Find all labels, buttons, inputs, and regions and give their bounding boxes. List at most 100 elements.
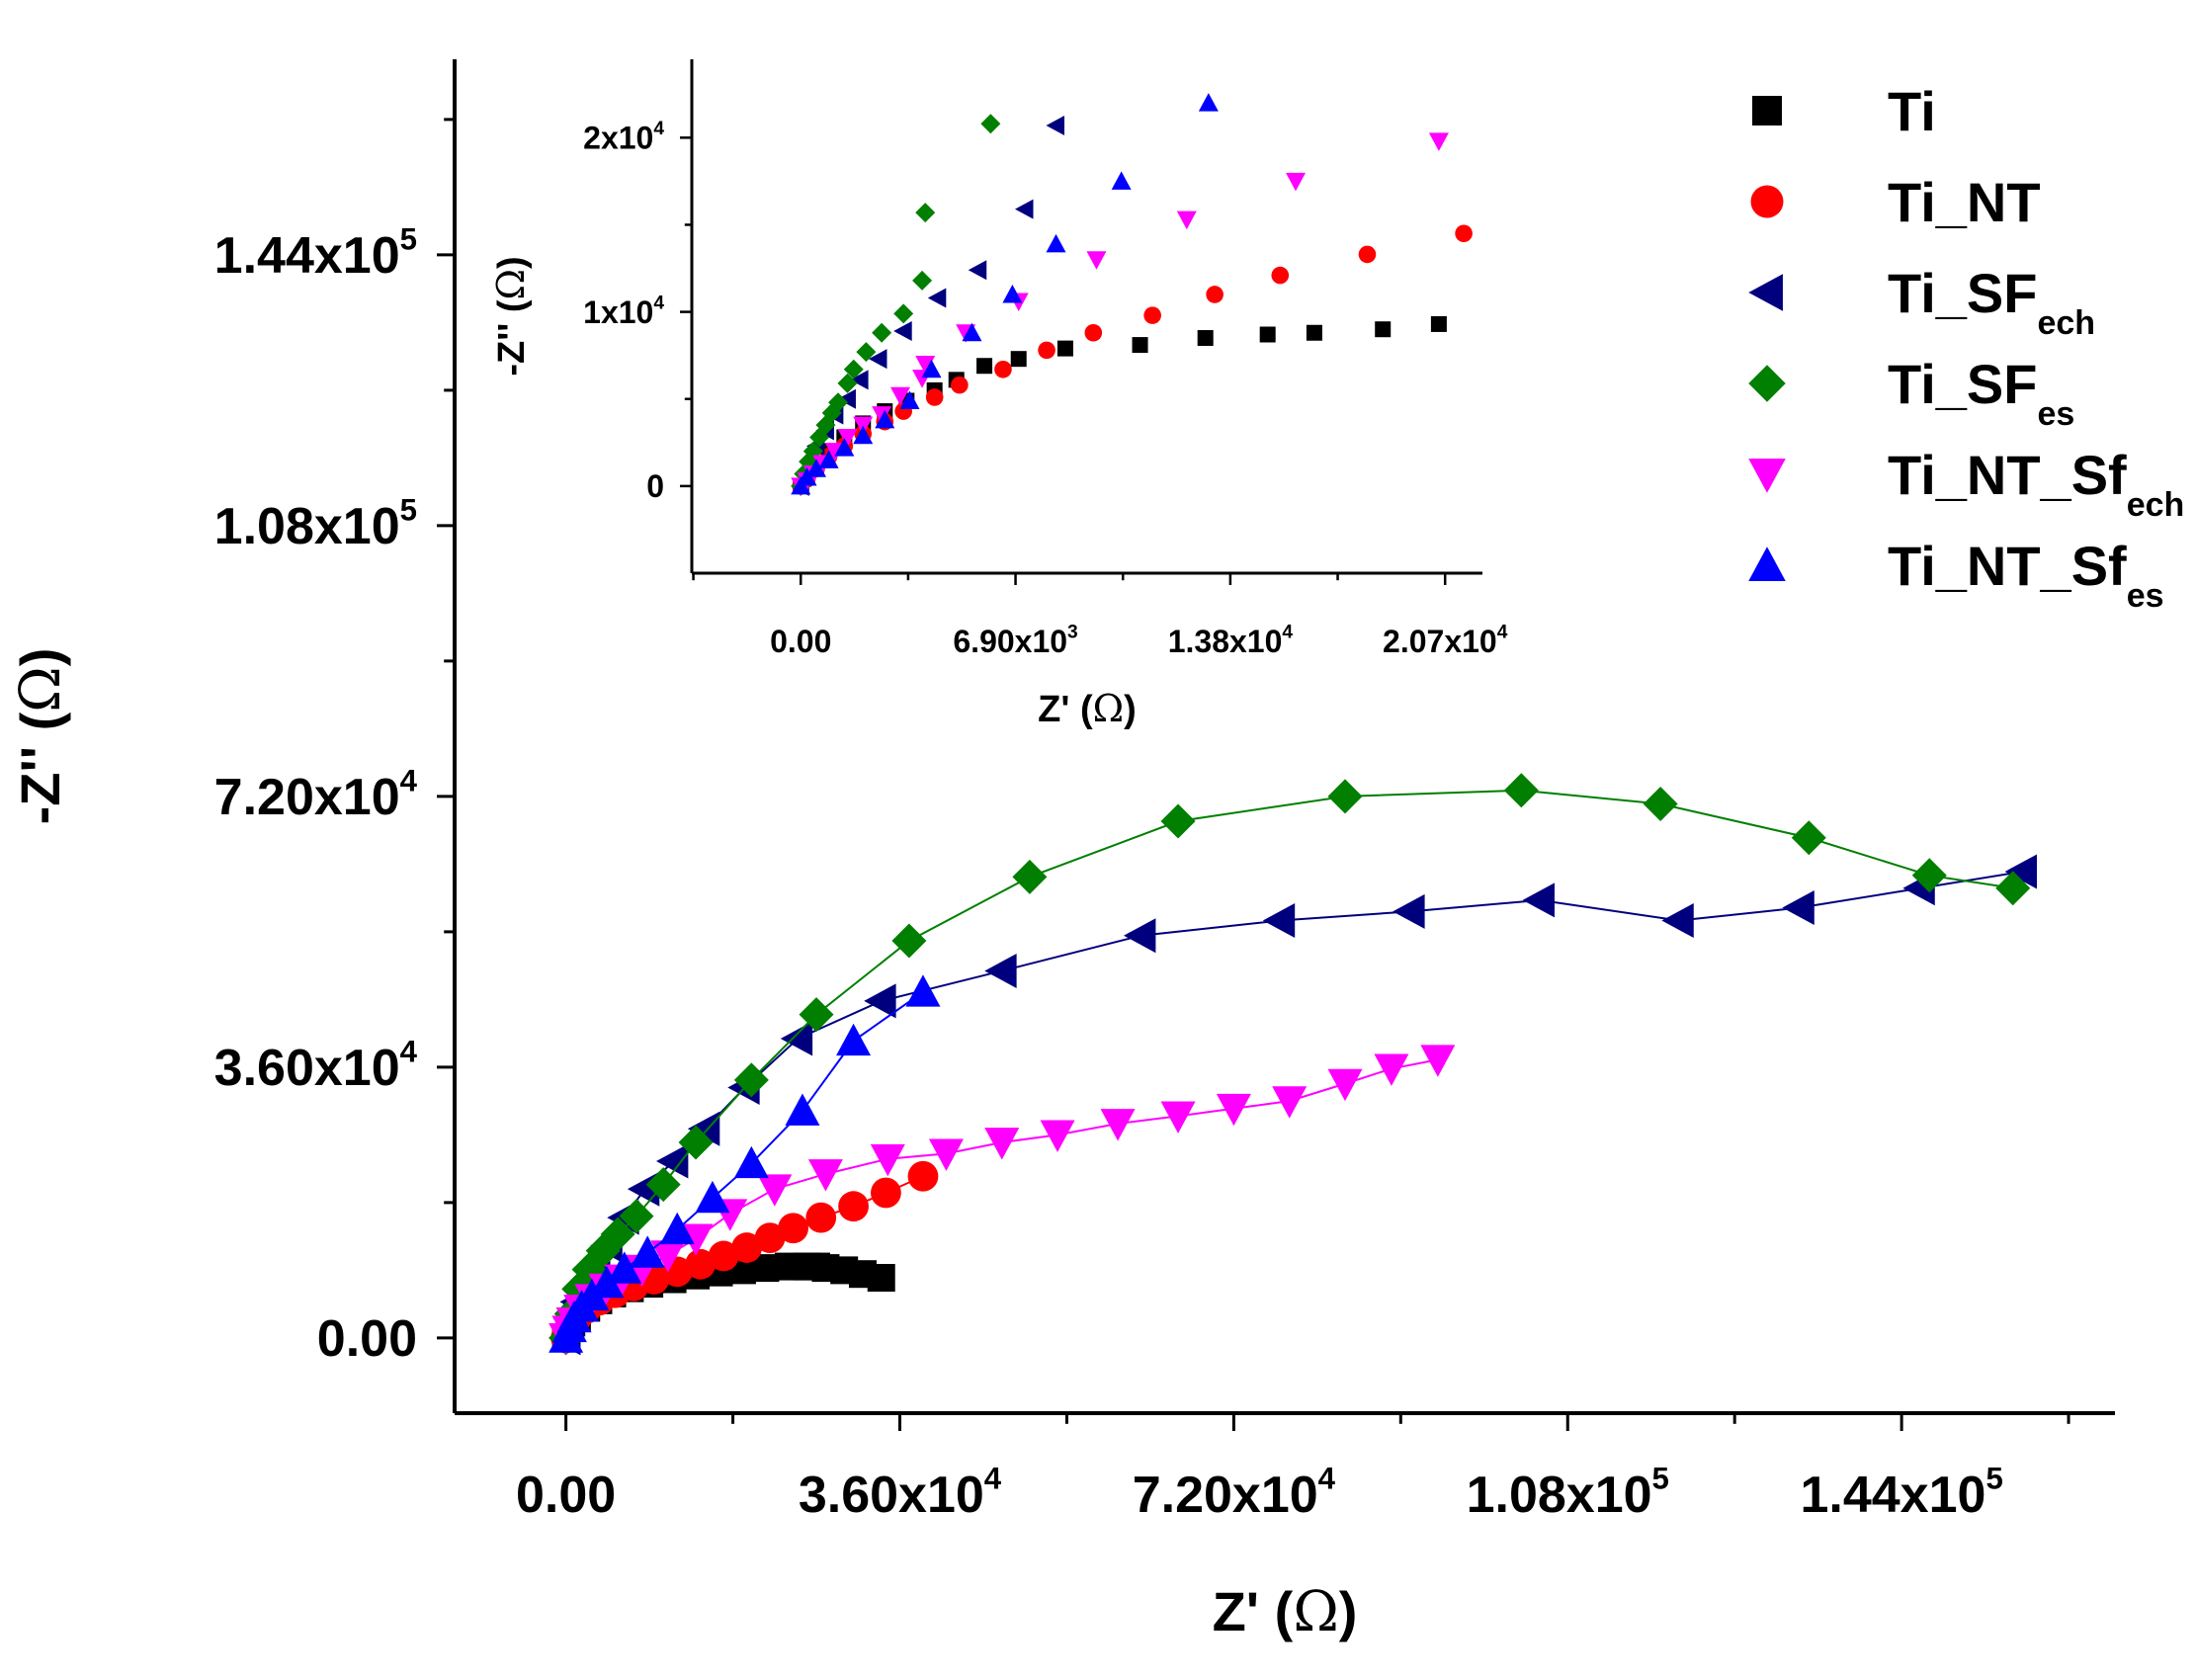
legend-marker <box>1748 274 1783 311</box>
inset-data-point <box>915 355 936 375</box>
main-data-point <box>607 1251 642 1284</box>
inset-data-point <box>980 114 1001 134</box>
inset-data-point <box>1306 324 1322 341</box>
main-data-point <box>1911 858 1947 893</box>
inset-data-point <box>875 409 895 429</box>
main-data-point <box>630 1235 665 1268</box>
legend-item: Ti_NT_Sfes <box>1748 535 2164 615</box>
main-data-point <box>1100 1109 1136 1141</box>
main-data-point <box>1782 890 1815 926</box>
inset-data-point <box>899 390 920 409</box>
inset-data-point <box>856 342 877 363</box>
main-y-tick-label: 0.00 <box>317 1310 417 1368</box>
inset-data-point <box>962 322 982 342</box>
main-y-tick-label: 1.08x105 <box>214 493 417 555</box>
inset-data-point <box>1084 323 1103 342</box>
main-data-point <box>1420 1045 1456 1077</box>
main-data-point <box>870 1143 905 1177</box>
main-data-point <box>1661 902 1694 938</box>
main-data-point <box>1160 803 1196 839</box>
inset-series-Ti <box>793 315 1447 494</box>
legend-item: Ti_SFech <box>1748 262 2095 342</box>
main-data-point <box>807 1159 843 1192</box>
inset-data-point <box>1002 284 1023 303</box>
legend-marker <box>1748 365 1786 402</box>
main-x-tick-label: 1.44x105 <box>1800 1462 2002 1524</box>
main-data-point <box>984 1128 1020 1160</box>
main-data-point <box>1393 893 1425 929</box>
inset-data-point <box>890 386 911 406</box>
plot-main: 0.00 3.60x104 7.20x104 1.08x105 1.44x105 0.00… <box>9 59 2115 1644</box>
inset-data-point <box>850 370 869 390</box>
main-data-point <box>1012 859 1048 894</box>
main-data-point <box>799 997 834 1033</box>
inset-data-point <box>843 359 864 379</box>
inset-data-point <box>927 288 947 308</box>
legend-label: Ti <box>1888 80 1936 142</box>
inset-data-point <box>1111 171 1132 190</box>
main-data-point <box>754 1222 786 1254</box>
legend-item: Ti_NT_Sfech <box>1748 444 2184 524</box>
legend-marker <box>1748 459 1786 493</box>
inset-data-point <box>872 406 892 425</box>
inset-data-point <box>1132 337 1148 354</box>
main-data-point <box>733 1062 769 1098</box>
inset-data-point <box>1056 340 1073 357</box>
inset-x-tick-label: 0.00 <box>770 624 831 659</box>
inset-y-tick-label: 2x104 <box>583 119 664 155</box>
legend-marker <box>1752 96 1782 126</box>
main-x-tick-label: 1.08x105 <box>1467 1462 1669 1524</box>
main-data-point <box>836 1023 872 1056</box>
main-data-point <box>871 1177 901 1209</box>
inset-y-tick-label: 1x104 <box>583 293 664 329</box>
main-data-point <box>757 1174 793 1207</box>
inset-data-point <box>976 358 993 375</box>
main-data-point <box>2004 854 2038 889</box>
inset-data-point <box>805 459 826 477</box>
main-y-tick-label: 1.44x105 <box>214 222 417 285</box>
main-data-point <box>838 1191 869 1222</box>
main-data-point <box>780 1021 813 1056</box>
inset-data-point <box>1430 315 1447 332</box>
main-data-point <box>867 1264 895 1292</box>
main-data-point <box>984 953 1017 988</box>
inset-data-point <box>912 270 933 291</box>
inset-x-axis-title: Z' (Ω) <box>1038 687 1137 730</box>
main-data-point <box>655 1143 689 1179</box>
inset-data-point <box>921 359 942 378</box>
main-data-point <box>1327 1068 1363 1102</box>
main-data-point <box>864 983 896 1019</box>
inset-data-point <box>925 388 944 406</box>
main-data-point <box>678 1125 714 1160</box>
main-y-axis-title: -Z'' (Ω) <box>9 648 73 825</box>
main-x-tick-label: 3.60x104 <box>799 1462 1002 1524</box>
main-data-point <box>687 1111 720 1146</box>
legend-item: Ti <box>1752 80 1936 142</box>
inset-series-Ti_SF_es <box>791 114 1001 496</box>
main-data-point <box>1262 902 1296 938</box>
main-data-point <box>928 1138 964 1171</box>
main-data-point <box>659 1212 695 1245</box>
main-y-tick-label: 3.60x104 <box>214 1035 418 1097</box>
main-data-point <box>1791 820 1826 856</box>
main-data-point <box>600 1217 635 1252</box>
main-data-point <box>785 1093 820 1126</box>
inset-data-point <box>1038 341 1055 360</box>
inset-data-point <box>828 392 849 413</box>
legend-label: Ti_NT_Sfech <box>1888 444 2184 524</box>
main-data-point <box>907 1160 939 1192</box>
inset-data-point <box>1428 132 1449 151</box>
inset-data-point <box>915 203 936 223</box>
inset-data-point <box>1375 321 1392 338</box>
main-data-point <box>1522 882 1555 918</box>
main-data-point <box>1327 779 1363 814</box>
main-x-tick-label: 7.20x104 <box>1133 1462 1336 1524</box>
inset-y-axis-title: -Z'' (Ω) <box>489 256 533 376</box>
main-x-tick-label: 0.00 <box>516 1467 616 1524</box>
inset-data-point <box>837 373 858 393</box>
main-data-point <box>1216 1093 1251 1127</box>
inset-series-Ti_SF_ech <box>791 115 1065 496</box>
main-data-point <box>905 974 941 1007</box>
main-data-point <box>1272 1086 1308 1119</box>
